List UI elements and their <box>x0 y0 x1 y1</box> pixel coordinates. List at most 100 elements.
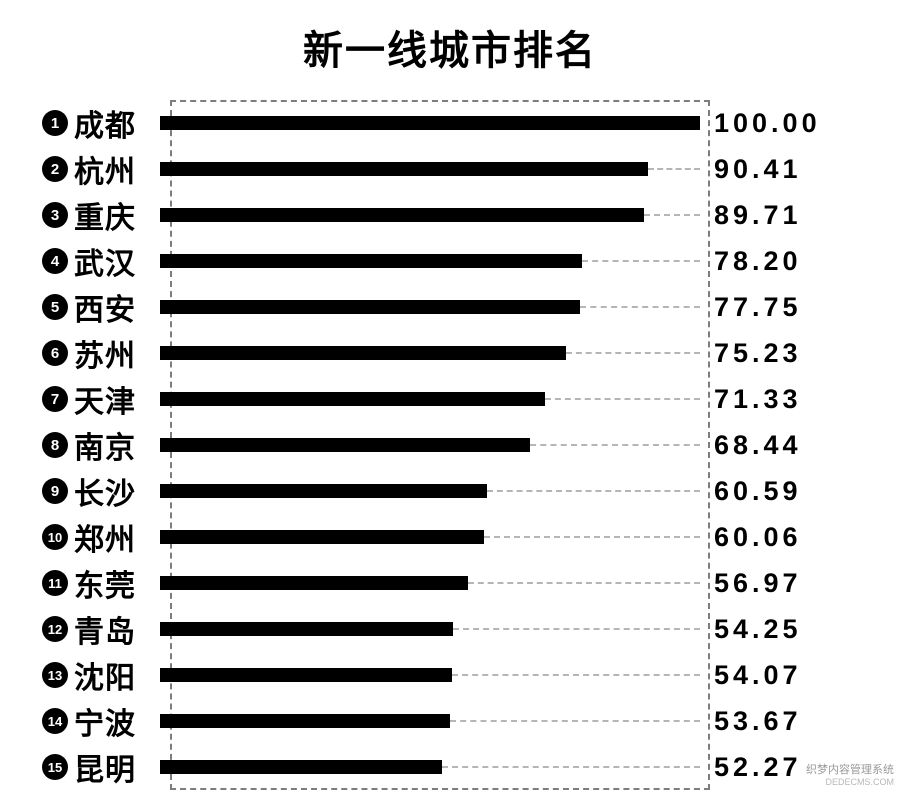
ranking-row: 5西安 77.75 <box>40 284 860 330</box>
rank-badge: 8 <box>42 432 68 458</box>
bar-track <box>160 376 700 422</box>
row-gridline <box>648 168 700 170</box>
bar <box>160 392 545 406</box>
row-gridline <box>644 214 700 216</box>
row-gridline <box>545 398 700 400</box>
ranking-row: 10郑州 60.06 <box>40 514 860 560</box>
value-label: 53.67 <box>714 706 802 737</box>
ranking-row: 14宁波 53.67 <box>40 698 860 744</box>
rank-badge: 14 <box>42 708 68 734</box>
value-label: 56.97 <box>714 568 802 599</box>
rank-badge: 5 <box>42 294 68 320</box>
value-label: 60.59 <box>714 476 802 507</box>
row-gridline <box>442 766 700 768</box>
value-label: 89.71 <box>714 200 802 231</box>
row-gridline <box>530 444 700 446</box>
row-gridline <box>566 352 700 354</box>
bar-track <box>160 100 700 146</box>
city-label: 东莞 <box>74 561 160 605</box>
rank-badge: 7 <box>42 386 68 412</box>
bar <box>160 622 453 636</box>
rank-badge: 13 <box>42 662 68 688</box>
rank-badge: 10 <box>42 524 68 550</box>
city-label: 成都 <box>74 101 160 145</box>
city-label: 郑州 <box>74 515 160 559</box>
rank-badge: 3 <box>42 202 68 228</box>
row-gridline <box>450 720 700 722</box>
bar-track <box>160 606 700 652</box>
bar <box>160 116 700 130</box>
value-label: 78.20 <box>714 246 802 277</box>
row-gridline <box>487 490 700 492</box>
row-gridline <box>452 674 700 676</box>
bar-track <box>160 698 700 744</box>
value-label: 75.23 <box>714 338 802 369</box>
city-label: 西安 <box>74 285 160 329</box>
value-label: 60.06 <box>714 522 802 553</box>
city-label: 青岛 <box>74 607 160 651</box>
watermark-line1: 织梦内容管理系统 <box>806 764 894 776</box>
bar <box>160 714 450 728</box>
bar <box>160 346 566 360</box>
rank-badge: 9 <box>42 478 68 504</box>
ranking-chart: 1成都 100.00 2杭州 90.41 3重庆 89.71 4武汉78.20 5西安 77.7… <box>40 100 860 790</box>
bar-track <box>160 284 700 330</box>
bar-track <box>160 238 700 284</box>
value-label: 90.41 <box>714 154 802 185</box>
bar-track <box>160 330 700 376</box>
row-gridline <box>468 582 700 584</box>
bar <box>160 208 644 222</box>
watermark-line2: DEDECMS.COM <box>806 777 894 787</box>
row-gridline <box>453 628 700 630</box>
bar-track <box>160 560 700 606</box>
city-label: 杭州 <box>74 147 160 191</box>
row-gridline <box>582 260 700 262</box>
city-label: 昆明 <box>74 745 160 789</box>
bar <box>160 668 452 682</box>
bar <box>160 438 530 452</box>
chart-title: 新一线城市排名 <box>0 0 900 76</box>
city-label: 苏州 <box>74 331 160 375</box>
value-label: 77.75 <box>714 292 802 323</box>
ranking-row: 6苏州 75.23 <box>40 330 860 376</box>
rank-badge: 15 <box>42 754 68 780</box>
bar <box>160 576 468 590</box>
city-label: 南京 <box>74 423 160 467</box>
ranking-row: 2杭州 90.41 <box>40 146 860 192</box>
rank-badge: 4 <box>42 248 68 274</box>
rank-badge: 6 <box>42 340 68 366</box>
value-label: 71.33 <box>714 384 802 415</box>
rank-badge: 2 <box>42 156 68 182</box>
value-label: 54.07 <box>714 660 802 691</box>
value-label: 68.44 <box>714 430 802 461</box>
city-label: 沈阳 <box>74 653 160 697</box>
ranking-row: 13沈阳 54.07 <box>40 652 860 698</box>
city-label: 宁波 <box>74 699 160 743</box>
ranking-row: 7天津 71.33 <box>40 376 860 422</box>
rank-badge: 1 <box>42 110 68 136</box>
watermark: 织梦内容管理系统 DEDECMS.COM <box>806 761 894 787</box>
bar-track <box>160 468 700 514</box>
bar-track <box>160 192 700 238</box>
ranking-row: 8南京 68.44 <box>40 422 860 468</box>
ranking-row: 4武汉78.20 <box>40 238 860 284</box>
bar <box>160 162 648 176</box>
bar-track <box>160 146 700 192</box>
value-label: 54.25 <box>714 614 802 645</box>
ranking-row: 11东莞56.97 <box>40 560 860 606</box>
ranking-row: 15昆明 52.27 <box>40 744 860 790</box>
bar-track <box>160 422 700 468</box>
bar <box>160 300 580 314</box>
city-label: 天津 <box>74 377 160 421</box>
rank-badge: 12 <box>42 616 68 642</box>
bar-track <box>160 514 700 560</box>
bar <box>160 254 582 268</box>
value-label: 100.00 <box>714 108 821 139</box>
bar <box>160 760 442 774</box>
bar-track <box>160 744 700 790</box>
city-label: 重庆 <box>74 193 160 237</box>
ranking-row: 12青岛 54.25 <box>40 606 860 652</box>
row-gridline <box>580 306 700 308</box>
bar <box>160 530 484 544</box>
value-label: 52.27 <box>714 752 802 783</box>
